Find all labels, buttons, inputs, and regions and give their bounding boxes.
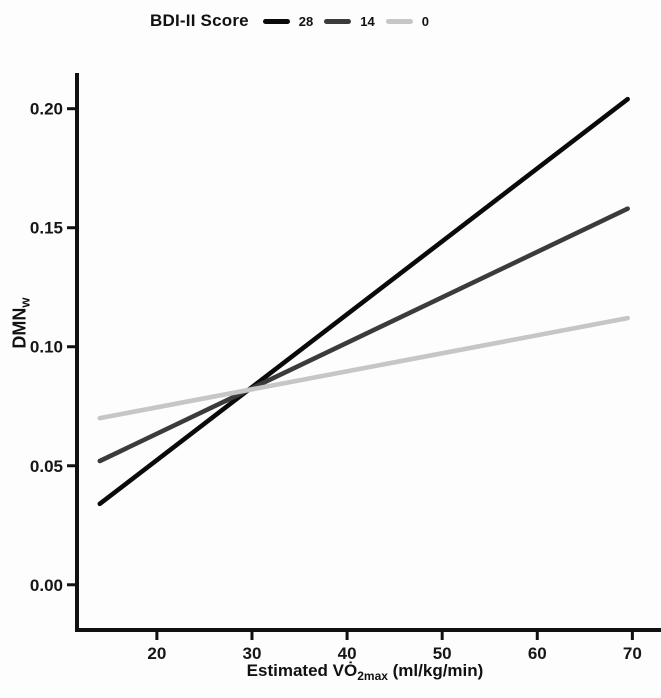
- legend-line-swatch-14: [324, 18, 352, 24]
- x-tick-label-60: 60: [528, 644, 547, 663]
- x-axis-title: Estimated VȮ2max (ml/kg/min): [77, 661, 653, 683]
- x-tick-label-70: 70: [623, 644, 642, 663]
- x-tick-30: [250, 632, 254, 640]
- legend-line-swatch-28: [262, 18, 290, 24]
- x-tick-70: [630, 632, 634, 640]
- x-axis-line: [75, 628, 661, 632]
- y-axis-line: [75, 73, 79, 632]
- y-tick-0.20: [67, 107, 75, 111]
- legend-label-14: 14: [360, 13, 375, 29]
- legend-item-14: 14: [324, 13, 375, 29]
- x-tick-label-30: 30: [243, 644, 262, 663]
- y-tick-label-0.05: 0.05: [30, 457, 63, 476]
- x-tick-50: [440, 632, 444, 640]
- legend-item-28: 28: [262, 13, 314, 29]
- x-tick-label-50: 50: [433, 644, 452, 663]
- legend: BDI-II Score 28 14 0: [0, 10, 620, 32]
- legend-label-28: 28: [298, 13, 314, 29]
- x-tick-60: [535, 632, 539, 640]
- y-tick-label-0.20: 0.20: [30, 100, 63, 119]
- legend-title: BDI-II Score: [150, 11, 249, 30]
- y-tick-0.05: [67, 464, 75, 468]
- x-tick-40: [345, 632, 349, 640]
- legend-item-0: 0: [385, 13, 429, 29]
- x-tick-20: [155, 632, 159, 640]
- y-tick-label-0.00: 0.00: [30, 576, 63, 595]
- y-tick-0.10: [67, 345, 75, 349]
- y-tick-label-0.10: 0.10: [30, 338, 63, 357]
- x-axis-title-text: Estimated VȮ: [246, 661, 358, 680]
- x-axis-title-subscript: 2max: [357, 669, 388, 683]
- legend-label-0: 0: [421, 13, 429, 29]
- series-line-bdi-14: [97, 206, 630, 464]
- y-tick-label-0.15: 0.15: [30, 219, 63, 238]
- x-axis-title-units: (ml/kg/min): [387, 661, 484, 680]
- y-tick-0.15: [67, 226, 75, 230]
- y-tick-0.00: [67, 583, 75, 587]
- series-line-bdi-28: [97, 96, 630, 507]
- legend-line-swatch-0: [385, 18, 413, 24]
- x-tick-label-40: 40: [338, 644, 357, 663]
- series-line-bdi-0: [97, 315, 630, 421]
- x-tick-label-20: 20: [147, 644, 166, 663]
